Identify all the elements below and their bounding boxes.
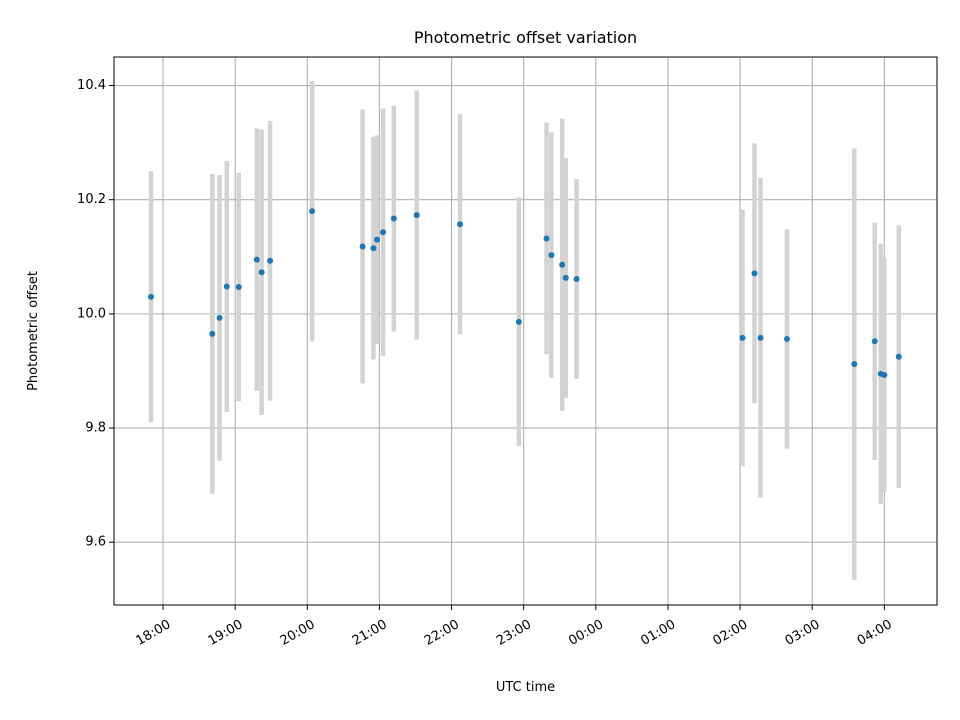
data-point xyxy=(573,276,580,283)
y-axis-ticks: 9.6 9.8 10.0 10.2 10.4 xyxy=(77,78,114,550)
data-point xyxy=(751,270,758,277)
data-point xyxy=(413,212,420,219)
y-tick-label: 10.2 xyxy=(77,192,106,207)
data-point xyxy=(783,335,790,342)
y-tick-label: 9.8 xyxy=(85,421,106,436)
data-point xyxy=(881,371,888,378)
x-axis-label: UTC time xyxy=(496,680,555,695)
data-point xyxy=(543,235,550,242)
data-point xyxy=(871,338,878,345)
data-point xyxy=(267,257,274,264)
data-point xyxy=(359,243,366,250)
data-point xyxy=(757,334,764,341)
data-point xyxy=(456,221,463,228)
data-point xyxy=(515,318,522,325)
data-point xyxy=(370,245,377,252)
data-point xyxy=(390,215,397,222)
y-tick-label: 10.4 xyxy=(77,78,106,93)
chart-title: Photometric offset variation xyxy=(414,28,637,47)
data-point xyxy=(739,334,746,341)
plot-frame xyxy=(113,56,938,606)
data-point xyxy=(380,229,387,236)
grid-lines xyxy=(114,57,937,605)
data-point xyxy=(851,361,858,368)
y-axis-label: Photometric offset xyxy=(26,271,41,391)
data-point xyxy=(223,283,230,290)
data-point xyxy=(209,330,216,337)
data-point xyxy=(235,284,242,291)
data-point xyxy=(559,261,566,268)
data-point xyxy=(374,236,381,243)
y-tick-label: 9.6 xyxy=(85,535,106,550)
data-point xyxy=(216,314,223,321)
y-tick-label: 10.0 xyxy=(77,306,106,321)
data-point xyxy=(309,208,316,215)
data-point xyxy=(258,269,265,276)
data-points xyxy=(148,208,902,378)
data-point xyxy=(895,353,902,360)
data-point xyxy=(562,274,569,281)
data-point xyxy=(148,293,155,300)
plot-area xyxy=(114,57,937,605)
data-point xyxy=(548,252,555,259)
data-point xyxy=(253,256,260,263)
